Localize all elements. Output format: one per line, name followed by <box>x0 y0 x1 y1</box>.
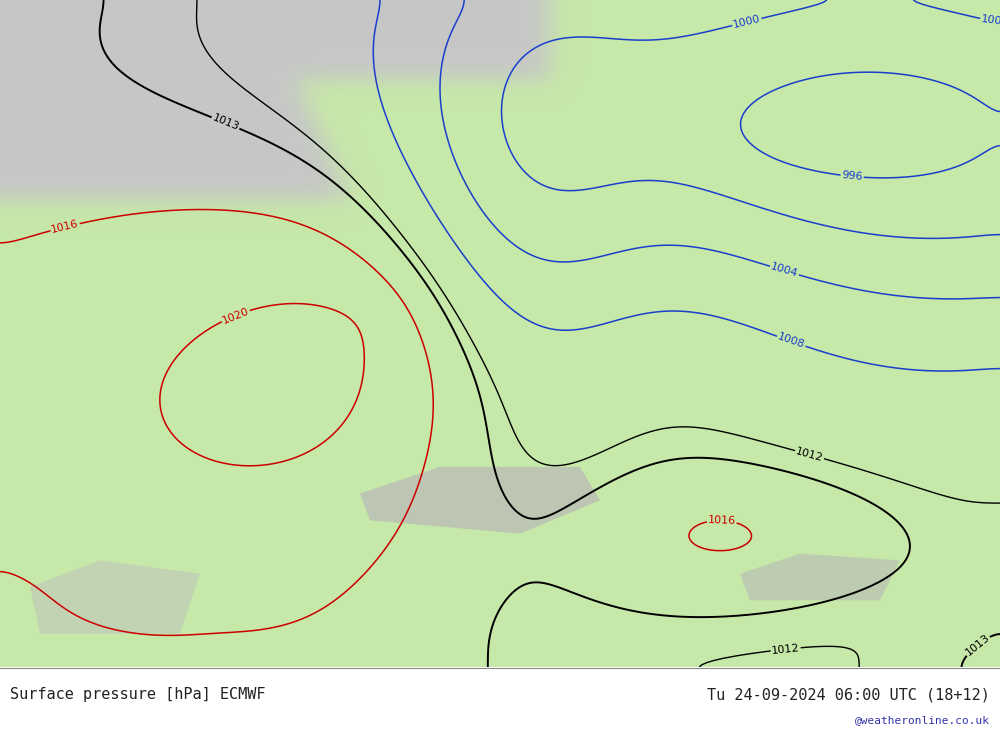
Text: 1004: 1004 <box>770 262 799 279</box>
Text: 996: 996 <box>841 170 863 183</box>
Polygon shape <box>360 467 600 534</box>
Text: 1020: 1020 <box>221 306 251 325</box>
Text: 1000: 1000 <box>732 14 762 30</box>
Text: 1012: 1012 <box>795 446 824 463</box>
Text: 1016: 1016 <box>708 515 736 526</box>
Text: 1008: 1008 <box>776 332 806 350</box>
Text: 1012: 1012 <box>771 643 800 655</box>
Text: 1013: 1013 <box>963 633 991 658</box>
Text: 1013: 1013 <box>211 113 240 133</box>
Text: 1016: 1016 <box>50 219 80 235</box>
Text: Surface pressure [hPa] ECMWF: Surface pressure [hPa] ECMWF <box>10 688 266 702</box>
Polygon shape <box>30 560 200 633</box>
Polygon shape <box>740 553 900 600</box>
Text: 1000: 1000 <box>980 14 1000 27</box>
Text: @weatheronline.co.uk: @weatheronline.co.uk <box>855 715 990 725</box>
Text: Tu 24-09-2024 06:00 UTC (18+12): Tu 24-09-2024 06:00 UTC (18+12) <box>707 688 990 702</box>
